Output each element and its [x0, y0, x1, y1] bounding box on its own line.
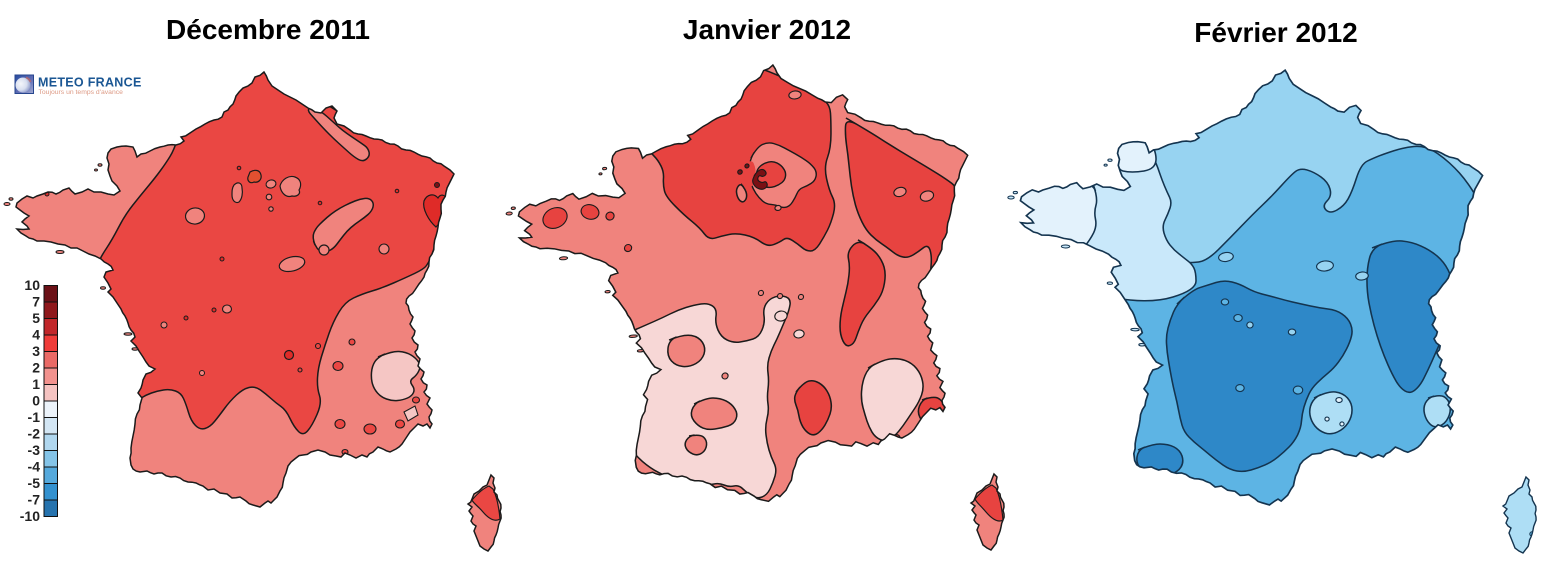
svg-text:10: 10 — [24, 277, 40, 293]
svg-text:-4: -4 — [28, 459, 41, 475]
svg-text:-2: -2 — [28, 426, 41, 442]
svg-text:1: 1 — [32, 376, 40, 392]
svg-text:-7: -7 — [28, 492, 41, 508]
svg-text:0: 0 — [32, 393, 40, 409]
svg-text:Décembre 2011: Décembre 2011 — [166, 14, 370, 45]
svg-text:Février 2012: Février 2012 — [1194, 17, 1357, 48]
svg-text:-5: -5 — [28, 475, 41, 491]
svg-text:-1: -1 — [28, 409, 41, 425]
svg-text:5: 5 — [32, 310, 40, 326]
svg-text:Janvier 2012: Janvier 2012 — [683, 14, 851, 45]
svg-text:4: 4 — [32, 327, 40, 343]
svg-text:Toujours un temps d'avance: Toujours un temps d'avance — [39, 89, 124, 96]
svg-text:2: 2 — [32, 360, 40, 376]
svg-text:3: 3 — [32, 343, 40, 359]
svg-text:-3: -3 — [28, 442, 41, 458]
svg-text:-10: -10 — [20, 508, 40, 524]
svg-text:METEO FRANCE: METEO FRANCE — [38, 76, 142, 90]
svg-text:7: 7 — [32, 294, 40, 310]
